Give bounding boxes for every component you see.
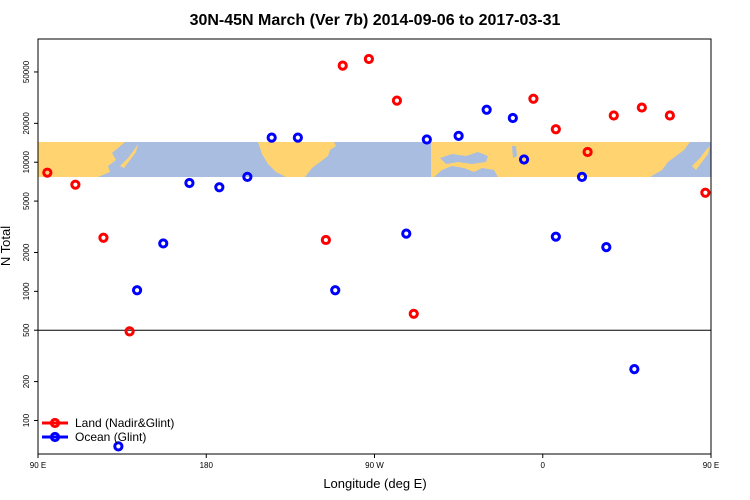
land-point [124,326,135,337]
ocean-point [242,171,253,182]
map-land-eurasia-africa [431,142,711,177]
ocean-point [158,238,169,249]
chart-title: 30N-45N March (Ver 7b) 2014-09-06 to 201… [190,12,561,29]
land-point [636,102,647,113]
land-point [528,93,539,104]
y-tick-label: 200 [22,374,31,388]
y-tick-label: 100 [22,413,31,427]
x-tick-label: 0 [541,461,546,470]
land-point [728,169,735,176]
x-axis-label: Longitude (deg E) [323,476,426,491]
ocean-point [330,285,341,296]
land-point [363,53,374,65]
world-map-band [38,142,711,177]
x-tick-label: 90 E [703,461,719,470]
y-tick-label: 1000 [22,282,31,300]
map-land-japan [120,144,138,168]
y-tick-label: 5000 [22,192,31,210]
legend-land-label: Land (Nadir&Glint) [75,416,174,430]
land-point [98,232,109,243]
land-point [700,187,711,198]
ocean-point [550,231,561,242]
data-points [42,53,735,452]
land-point [664,110,675,121]
y-tick-label: 20000 [22,112,31,135]
y-tick-label: 50000 [22,60,31,83]
ocean-point [113,441,124,452]
land-point [608,110,619,121]
land-point [582,146,593,158]
ocean-point [421,134,432,145]
ocean-point [214,182,225,193]
ocean-point [131,285,143,296]
ocean-point [266,132,277,143]
ocean-point [292,132,303,143]
legend-land-marker [49,417,61,429]
land-point [320,234,331,246]
ocean-point [481,104,492,115]
y-tick-label: 10000 [22,151,31,174]
x-axis: 90 E 180 90 W 0 90 E [30,454,719,470]
land-point [70,179,81,190]
land-point [391,95,403,106]
land-point [42,167,53,178]
x-tick-label: 90 E [30,461,46,470]
ocean-point [518,154,530,165]
map-sea-mediterranean [440,152,488,164]
map-land-asia-east [38,142,125,177]
legend: Land (Nadir&Glint) Ocean (Glint) [42,416,174,444]
land-point [550,124,561,135]
ocean-point [401,228,412,239]
ocean-point [629,363,640,375]
legend-ocean-marker [49,431,61,443]
land-point [337,60,348,71]
ocean-point [576,171,588,182]
y-axis-label: N Total [0,226,13,266]
ocean-point [601,242,612,253]
x-tick-label: 180 [200,461,214,470]
map-sea-caspian [512,146,517,158]
y-tick-label: 500 [22,323,31,337]
y-tick-label: 2000 [22,243,31,261]
map-land-north-america [258,142,336,177]
ocean-point [184,177,195,189]
y-axis: 100 200 500 1000 2000 5000 10000 20000 50000 [22,60,38,427]
map-land-japan-east [692,146,710,170]
legend-ocean-label: Ocean (Glint) [75,430,146,444]
ocean-point [453,130,464,141]
land-point [408,308,419,319]
x-tick-label: 90 W [365,461,384,470]
ocean-point [507,112,518,124]
